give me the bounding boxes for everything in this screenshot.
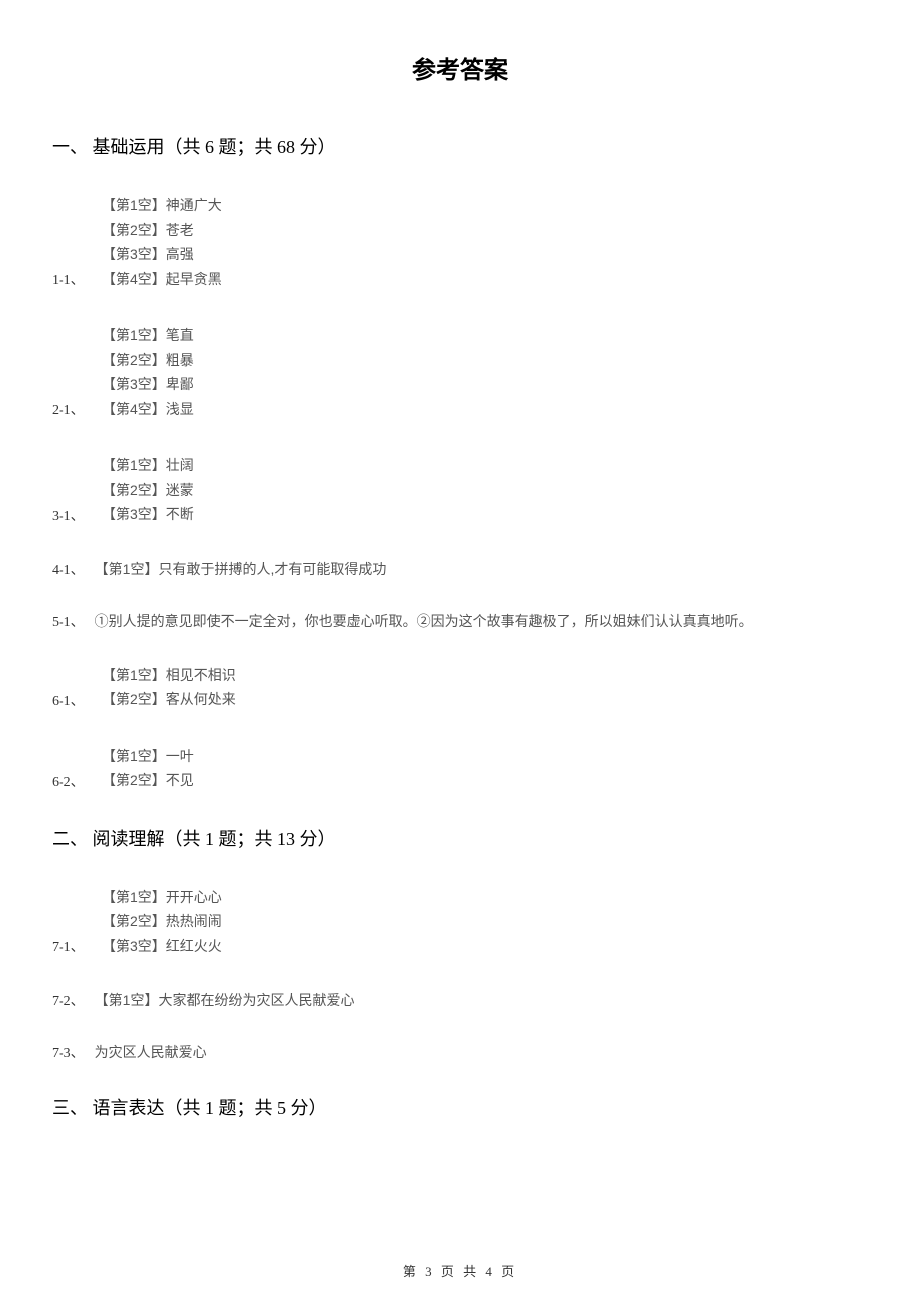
answer-line: 【第2空】客从何处来 xyxy=(102,687,868,712)
question-label: 7-2、 xyxy=(52,994,85,1009)
question-label: 1-1、 xyxy=(52,269,85,289)
section-2-header: 二、 阅读理解（共 1 题；共 13 分） xyxy=(52,825,868,851)
answer-line: 【第1空】只有敢于拼搏的人,才有可能取得成功 xyxy=(95,561,387,577)
question-label: 7-3、 xyxy=(52,1046,85,1061)
answer-line: 【第1空】相见不相识 xyxy=(102,663,868,688)
answer-line: 【第1空】神通广大 xyxy=(102,193,868,218)
question-6-1: 【第1空】相见不相识 【第2空】客从何处来 6-1、 xyxy=(52,663,868,712)
answer-line: 【第2空】不见 xyxy=(102,768,868,793)
question-5-1: 5-1、 ①别人提的意见即使不一定全对，你也要虚心听取。②因为这个故事有趣极了，… xyxy=(52,611,868,631)
question-1-1: 【第1空】神通广大 【第2空】苍老 【第3空】高强 【第4空】起早贪黑 1-1、 xyxy=(52,193,868,291)
question-7-3: 7-3、 为灾区人民献爱心 xyxy=(52,1042,868,1062)
page-footer: 第 3 页 共 4 页 xyxy=(0,1261,920,1280)
answer-line: 为灾区人民献爱心 xyxy=(95,1044,207,1060)
answer-line: 【第1空】壮阔 xyxy=(102,453,868,478)
answer-line: 【第1空】开开心心 xyxy=(102,885,868,910)
answer-line: 【第2空】迷蒙 xyxy=(102,478,868,503)
question-label: 3-1、 xyxy=(52,505,85,525)
answer-line: 【第4空】起早贪黑 xyxy=(102,267,868,292)
answer-line: ①别人提的意见即使不一定全对，你也要虚心听取。②因为这个故事有趣极了，所以姐妹们… xyxy=(95,613,753,629)
question-7-2: 7-2、 【第1空】大家都在纷纷为灾区人民献爱心 xyxy=(52,990,868,1010)
question-label: 6-2、 xyxy=(52,771,85,791)
question-label: 6-1、 xyxy=(52,690,85,710)
answer-line: 【第4空】浅显 xyxy=(102,397,868,422)
section-3-header: 三、 语言表达（共 1 题；共 5 分） xyxy=(52,1094,868,1120)
answer-line: 【第3空】红红火火 xyxy=(102,934,868,959)
answer-line: 【第3空】高强 xyxy=(102,242,868,267)
answer-line: 【第1空】一叶 xyxy=(102,744,868,769)
answer-line: 【第3空】卑鄙 xyxy=(102,372,868,397)
question-6-2: 【第1空】一叶 【第2空】不见 6-2、 xyxy=(52,744,868,793)
section-1-header: 一、 基础运用（共 6 题；共 68 分） xyxy=(52,133,868,159)
answer-line: 【第2空】苍老 xyxy=(102,218,868,243)
question-label: 4-1、 xyxy=(52,563,85,578)
answer-line: 【第2空】热热闹闹 xyxy=(102,909,868,934)
question-label: 7-1、 xyxy=(52,936,85,956)
answer-line: 【第1空】大家都在纷纷为灾区人民献爱心 xyxy=(95,992,355,1008)
answer-line: 【第1空】笔直 xyxy=(102,323,868,348)
answer-line: 【第2空】粗暴 xyxy=(102,348,868,373)
question-label: 2-1、 xyxy=(52,399,85,419)
question-2-1: 【第1空】笔直 【第2空】粗暴 【第3空】卑鄙 【第4空】浅显 2-1、 xyxy=(52,323,868,421)
question-4-1: 4-1、 【第1空】只有敢于拼搏的人,才有可能取得成功 xyxy=(52,559,868,579)
answer-line: 【第3空】不断 xyxy=(102,502,868,527)
question-7-1: 【第1空】开开心心 【第2空】热热闹闹 【第3空】红红火火 7-1、 xyxy=(52,885,868,959)
question-3-1: 【第1空】壮阔 【第2空】迷蒙 【第3空】不断 3-1、 xyxy=(52,453,868,527)
question-label: 5-1、 xyxy=(52,615,85,630)
page-title: 参考答案 xyxy=(52,50,868,85)
